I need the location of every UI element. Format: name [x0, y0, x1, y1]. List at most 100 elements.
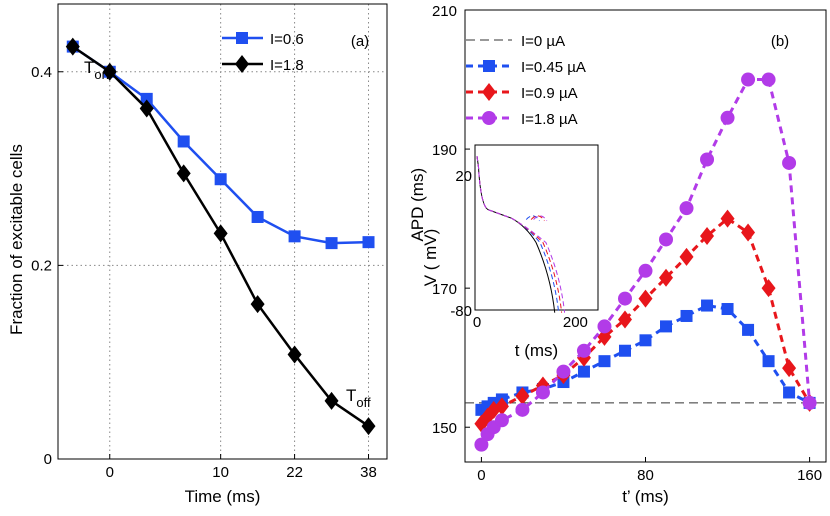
data-point: [741, 223, 756, 242]
inset-trace-bump: [530, 215, 545, 222]
data-point: [177, 135, 190, 148]
legend-a: I=0.6 I=1.8: [222, 31, 304, 74]
legend-label: I=0.45 µA: [521, 59, 586, 76]
data-point: [362, 236, 375, 249]
inset-y-axis-label: V ( mV): [421, 229, 440, 287]
data-point: [515, 402, 530, 417]
legend-marker: [483, 60, 495, 72]
annotation-t-off-sub: off: [356, 395, 371, 410]
data-point: [251, 210, 264, 223]
data-point: [176, 164, 191, 183]
x-tick-label: 0: [477, 467, 485, 484]
data-point: [639, 334, 652, 347]
legend-marker: [235, 55, 249, 73]
inset-x-axis-label: t (ms): [515, 341, 558, 360]
data-point: [213, 224, 228, 243]
inset: 0 200 20 -80 t (ms) V ( mV): [421, 144, 599, 360]
data-point: [576, 343, 591, 358]
data-point: [761, 72, 776, 87]
data-point: [659, 268, 674, 287]
y-tick-label: 0: [44, 451, 52, 468]
x-tick-label: 160: [797, 467, 822, 484]
data-point: [361, 417, 376, 436]
data-point: [782, 359, 797, 378]
data-point: [679, 247, 694, 266]
data-point: [140, 92, 153, 105]
data-point: [700, 227, 715, 245]
data-point: [494, 413, 509, 428]
data-point: [660, 320, 673, 333]
data-point: [515, 386, 530, 405]
data-point: [680, 309, 693, 322]
data-point: [535, 385, 550, 400]
data-point: [325, 237, 338, 250]
y-tick-label: 0.2: [31, 257, 52, 274]
data-point: [720, 110, 735, 125]
data-point: [287, 345, 302, 364]
data-point: [679, 201, 694, 216]
inset-x-tick-label: 200: [563, 314, 588, 331]
legend-marker: [482, 111, 496, 125]
x-tick-label: 22: [286, 464, 303, 481]
inset-trace: [476, 156, 566, 313]
data-point: [762, 355, 775, 368]
legend-marker: [236, 32, 248, 44]
data-point: [741, 72, 756, 87]
legend-label: I=0.9 µA: [521, 85, 578, 102]
data-point: [494, 397, 509, 416]
data-point: [638, 263, 653, 278]
data-point: [659, 232, 674, 247]
data-point: [782, 155, 797, 170]
legend-label: I=1.8 µA: [521, 111, 578, 128]
data-point: [783, 386, 796, 399]
y-tick-label: 190: [432, 142, 457, 159]
axes-frame-a: [57, 3, 388, 460]
x-tick-label: 80: [637, 467, 654, 484]
inset-trace-bump: [525, 215, 540, 222]
data-point: [556, 364, 571, 379]
data-point: [742, 323, 755, 336]
panel-a: 0 10 22 38 0 0.2 0.4 Time (ms) Fraction of excit…: [7, 3, 388, 506]
data-point: [761, 279, 776, 298]
x-tick-label: 0: [106, 464, 114, 481]
inset-trace-bump: [533, 215, 548, 222]
legend-label: I=0.6: [270, 31, 304, 48]
data-point: [250, 295, 265, 314]
annotation-t-on-sub: on: [94, 67, 108, 82]
data-point: [701, 299, 714, 312]
annotation-t-off: Toff: [346, 386, 371, 410]
panel-label-a: (a): [351, 33, 369, 50]
inset-y-tick-label: 20: [455, 168, 472, 185]
y-tick-label: 210: [432, 3, 457, 20]
panel-b: 0 80 160 150 170 190 210 t’ (ms) APD (ms) (b) I=0 …: [408, 3, 827, 506]
data-point: [720, 209, 735, 228]
data-point: [618, 344, 631, 357]
x-tick-label: 38: [360, 464, 377, 481]
data-point: [598, 355, 611, 368]
inset-y-tick-label: -80: [450, 303, 472, 320]
legend-label: I=0 µA: [521, 33, 565, 50]
data-point: [638, 289, 653, 308]
data-point: [577, 365, 590, 378]
data-point: [139, 99, 154, 118]
data-point: [65, 37, 80, 56]
y-axis-label: Fraction of excitable cells: [7, 144, 26, 335]
y-tick-label: 0.4: [31, 64, 52, 81]
data-point: [802, 395, 817, 410]
x-axis-label: t’ (ms): [622, 487, 669, 506]
data-point: [700, 152, 715, 167]
inset-trace: [476, 156, 560, 313]
inset-trace: [476, 156, 556, 313]
y-axis-label: APD (ms): [408, 168, 427, 242]
data-point: [597, 319, 612, 334]
data-point: [288, 230, 301, 243]
legend-b: I=0 µA I=0.45 µA I=0.9 µA I=1.8 µA: [466, 33, 586, 128]
y-tick-label: 150: [432, 420, 457, 437]
inset-frame: [474, 144, 599, 311]
inset-x-tick-label: 0: [473, 314, 481, 331]
x-axis-label: Time (ms): [185, 487, 261, 506]
x-tick-label: 10: [212, 464, 229, 481]
data-point: [721, 303, 734, 316]
legend-label: I=1.8: [270, 57, 304, 74]
data-point: [474, 437, 489, 452]
